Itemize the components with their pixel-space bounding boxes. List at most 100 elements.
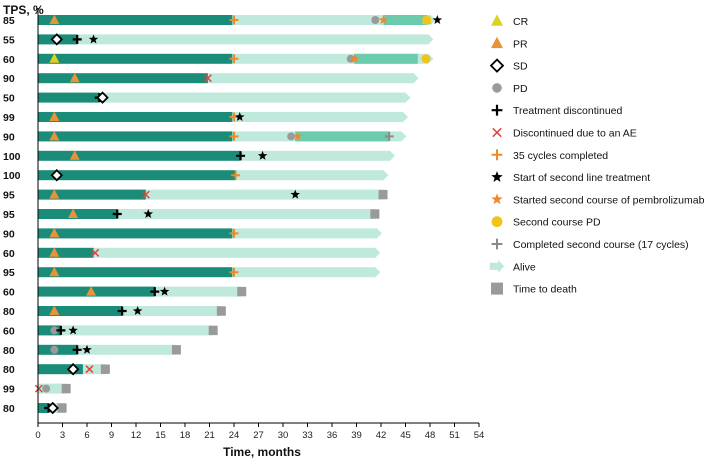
cr-triangle: [491, 14, 503, 26]
second-line-star: [257, 150, 268, 160]
patient-row: [38, 286, 247, 297]
x-tick-label: 27: [253, 430, 264, 441]
follow-up-bar: [99, 92, 406, 103]
x-tick-label: 42: [376, 430, 387, 441]
alive-arrow: [430, 14, 436, 26]
pr-triangle: [49, 227, 60, 238]
tps-label: 85: [3, 15, 15, 27]
legend-item: Discontinued due to an AE: [492, 128, 637, 140]
legend-item: SD: [489, 58, 528, 73]
tps-label: 100: [3, 151, 21, 163]
legend-label: Treatment discontinued: [513, 105, 622, 117]
marker-sd: [46, 401, 59, 415]
marker-pr: [69, 72, 80, 83]
alive-arrow: [374, 247, 381, 259]
follow-up-bar: [145, 189, 383, 200]
follow-up-bar: [232, 228, 377, 239]
cycles35-cross: [229, 131, 239, 141]
pr-triangle: [49, 111, 60, 121]
marker-disc: [117, 306, 127, 316]
first-course-bar: [38, 306, 123, 316]
first-course-bar: [38, 209, 118, 219]
pr-triangle: [49, 130, 60, 141]
alive-arrow: [427, 33, 434, 45]
marker-sl: [68, 325, 78, 335]
sd-diamond: [66, 362, 80, 376]
pr-triangle: [86, 286, 97, 296]
patient-row: [38, 247, 381, 259]
x-tick-label: 51: [449, 430, 460, 441]
second-line-star: [132, 306, 143, 316]
x-tick-label: 18: [180, 430, 191, 441]
sd-diamond: [46, 401, 59, 415]
cycles35-cross: [231, 170, 241, 180]
death-square: [61, 383, 71, 394]
patient-row: [38, 227, 382, 239]
death-square: [100, 364, 110, 374]
legend-label: PR: [513, 38, 528, 50]
marker-pr: [49, 305, 60, 315]
marker-sl: [432, 15, 443, 25]
marker-pd: [371, 16, 380, 24]
tps-label: 55: [3, 34, 15, 46]
alive-arrow: [489, 259, 505, 273]
tps-label: 99: [3, 384, 15, 396]
pd-circle: [50, 326, 59, 335]
patient-row: [38, 150, 395, 162]
marker-s2: [378, 15, 389, 25]
discontinued-cross: [112, 209, 122, 219]
second-course-star: [292, 131, 303, 141]
marker-disc: [56, 325, 66, 335]
discontinued-cross: [72, 345, 82, 355]
marker-disc: [72, 34, 82, 44]
patient-row: [38, 92, 411, 104]
first-course-bar: [38, 247, 94, 258]
second-pd-circle: [421, 54, 431, 64]
marker-disc: [491, 104, 503, 116]
follow-up-bar: [235, 170, 384, 181]
second-line-star: [432, 15, 443, 25]
marker-sl: [143, 209, 154, 219]
second-course-star: [378, 15, 389, 25]
death-square: [208, 325, 218, 336]
pr-triangle: [49, 14, 60, 24]
second-course-star: [491, 193, 503, 205]
first-course-bar: [38, 267, 233, 278]
marker-pr: [491, 36, 503, 49]
follow-up-bar: [240, 150, 390, 161]
markers-layer: [34, 14, 443, 415]
marker-sl: [290, 189, 301, 199]
legend-item: Second course PD: [491, 216, 601, 229]
follow-up-bar: [60, 325, 213, 336]
legend-label: CR: [513, 16, 529, 28]
alive-arrow: [405, 92, 411, 104]
discontinued-cross: [236, 151, 246, 161]
pd-circle: [371, 16, 380, 24]
tps-label: 80: [3, 345, 15, 357]
marker-sl: [88, 34, 99, 44]
patient-row: [38, 14, 436, 26]
follow-up-bar: [207, 73, 414, 84]
pd-circle: [50, 345, 59, 354]
first-course-bar: [38, 150, 241, 161]
marker-pr: [69, 150, 80, 160]
cycles35-cross: [229, 267, 239, 277]
first-course-bar: [38, 364, 83, 375]
marker-sl: [257, 150, 268, 160]
alive-arrow: [413, 72, 419, 84]
legend-label: SD: [513, 61, 528, 73]
marker-sd: [50, 33, 64, 46]
patient-row: [38, 130, 407, 142]
marker-c35: [229, 267, 239, 277]
second-line-star: [68, 325, 78, 335]
marker-pr: [49, 130, 60, 141]
marker-disc: [150, 287, 160, 297]
legend-item: PR: [491, 36, 528, 50]
pd-circle: [492, 83, 502, 93]
ae-x: [203, 74, 212, 83]
tps-label: 60: [3, 325, 15, 337]
marker-sd: [489, 58, 505, 73]
first-course-bar: [38, 228, 233, 239]
pr-triangle: [69, 72, 80, 83]
marker-spd: [421, 54, 431, 64]
